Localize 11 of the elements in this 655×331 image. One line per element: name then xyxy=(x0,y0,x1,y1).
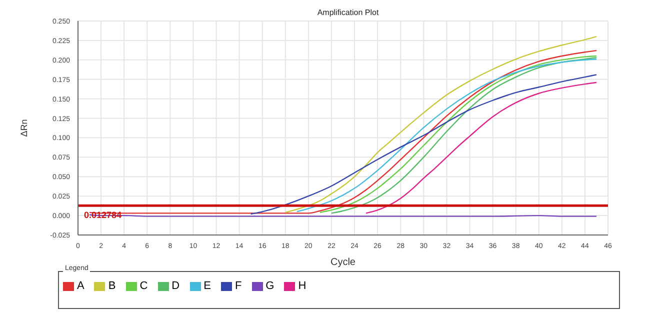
legend-label: E xyxy=(202,280,211,292)
legend-label: H xyxy=(297,280,306,292)
legend-label: C xyxy=(138,280,148,292)
x-axis-title: Cycle xyxy=(330,257,356,268)
chart-title: Amplification Plot xyxy=(316,8,380,17)
legend-label: B xyxy=(107,280,116,292)
legend-label: A xyxy=(76,280,84,292)
y-axis-title: ΔRn xyxy=(19,119,30,137)
legend-label: D xyxy=(170,280,180,292)
legend-label: F xyxy=(234,280,242,292)
legend-label: G xyxy=(264,280,274,292)
